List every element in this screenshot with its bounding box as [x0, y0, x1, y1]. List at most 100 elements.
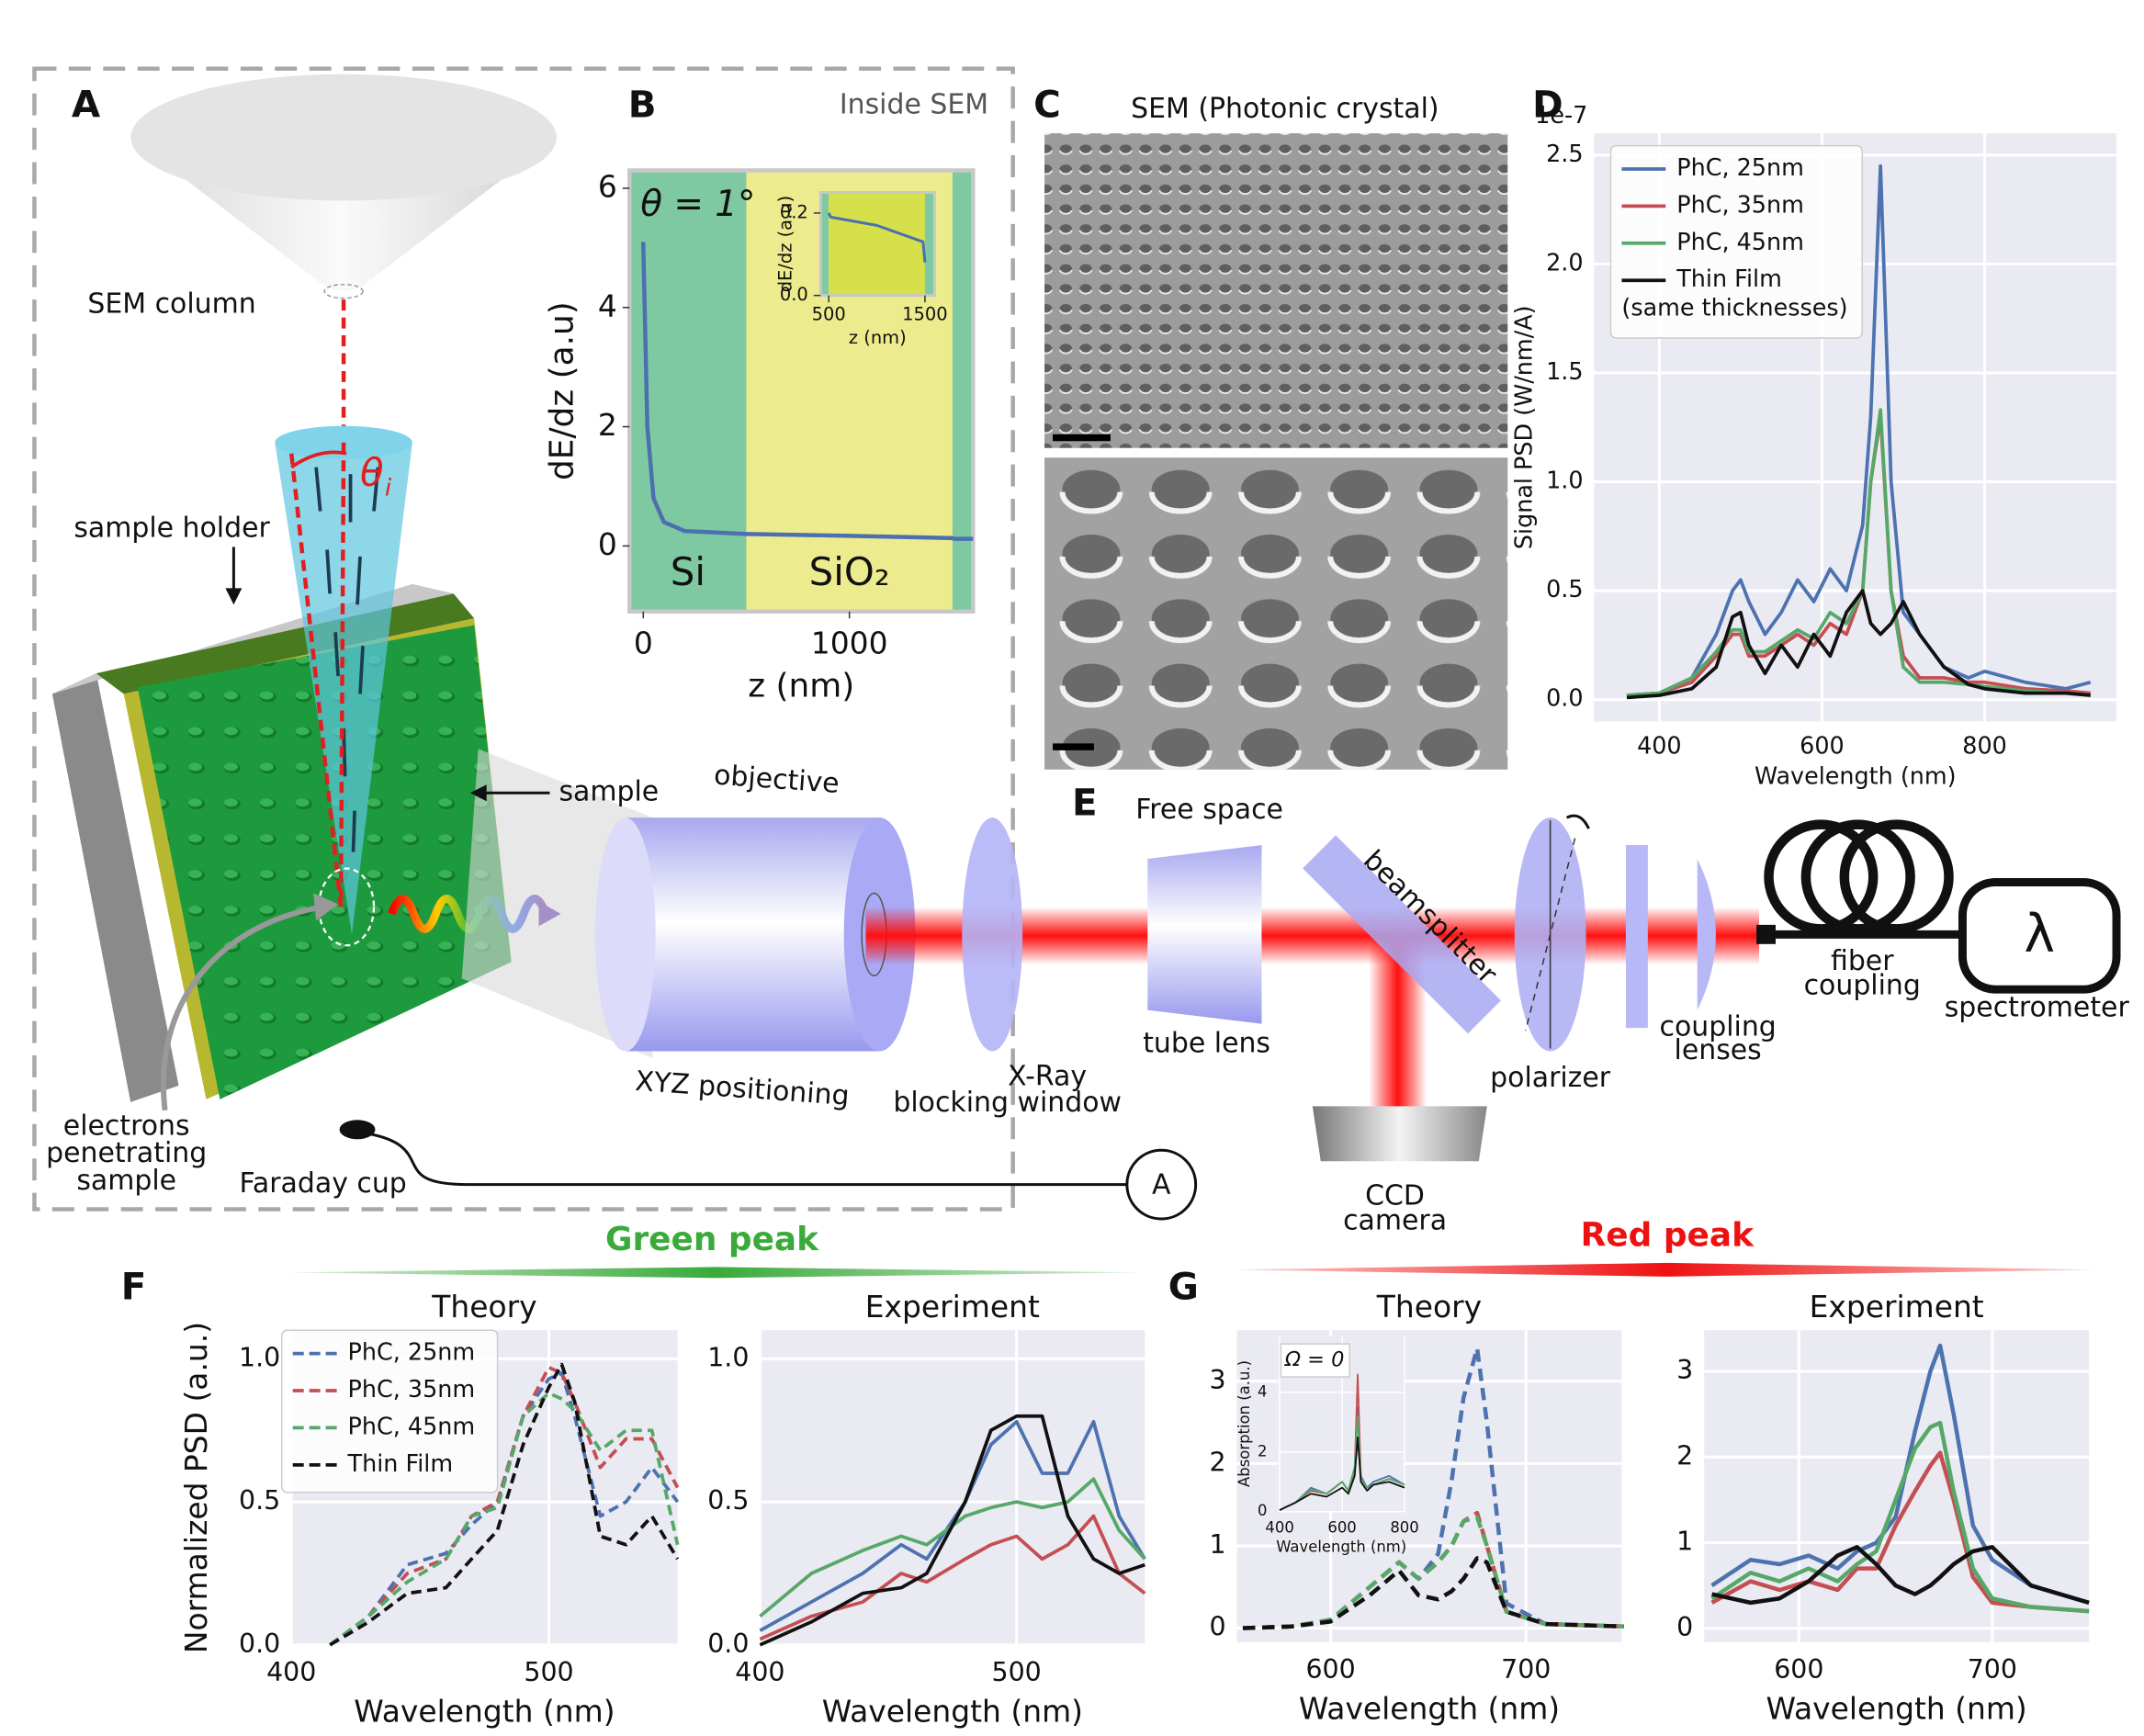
region-label: SiO₂: [809, 549, 890, 594]
sem-image-top: [1044, 133, 1508, 448]
x-tick-label: 400: [266, 1657, 316, 1687]
x-axis-label: Wavelength (nm): [822, 1693, 1083, 1729]
data-line: [329, 1391, 680, 1647]
y-tick-label: 2: [598, 407, 617, 443]
data-line: [1626, 589, 2091, 700]
x-tick-label: 1000: [811, 625, 888, 660]
label: camera: [1343, 1205, 1447, 1237]
sem-title: SEM (Photonic crystal): [1131, 93, 1439, 125]
region: [629, 170, 747, 612]
objective-body: [625, 817, 880, 1052]
tube-lens: [1147, 845, 1262, 1024]
green-peak: Green peak: [605, 1221, 819, 1258]
x-axis-label: z (nm): [849, 327, 907, 348]
data-line: [1710, 1420, 2090, 1614]
normal-line: [338, 442, 346, 907]
y-tick-label: 2.0: [1546, 248, 1583, 276]
legend-box: [1609, 144, 1863, 339]
y-tick-label: 1.0: [239, 1342, 280, 1372]
y-tick-label: 0.0: [707, 1629, 749, 1659]
y-tick-label: 0: [1676, 1612, 1693, 1642]
data-line: [827, 212, 927, 263]
holder-arrowhead: [225, 588, 243, 605]
theta-subscript: i: [385, 474, 391, 502]
y-axis-label: Signal PSD (W/nm/A): [1510, 305, 1538, 549]
label: Free space: [1135, 794, 1283, 826]
label: polarizer: [1490, 1062, 1611, 1094]
x-tick-label: 700: [1501, 1654, 1551, 1685]
plot-background: [1704, 1330, 2090, 1642]
data-line: [329, 1371, 680, 1647]
panel-label: E: [1072, 782, 1098, 825]
chart-title: Experiment: [865, 1289, 1040, 1325]
aperture: [323, 283, 364, 299]
data-line: [329, 1362, 680, 1647]
label: sample holder: [73, 512, 270, 544]
red-peak: Red peak: [1581, 1216, 1755, 1254]
y-tick-label: 0.5: [707, 1485, 749, 1516]
panel-label: A: [72, 84, 101, 127]
scale-bar: [1053, 434, 1111, 442]
x-tick-label: 400: [1265, 1518, 1293, 1536]
data-line: [1279, 1436, 1405, 1511]
x-axis-label: z (nm): [748, 668, 854, 705]
beamsplitter-shape: [1303, 835, 1501, 1034]
spot: [318, 867, 376, 947]
annotation-box: [1280, 1343, 1350, 1378]
offset-text: 1e-7: [1535, 101, 1587, 129]
y-axis-label: Absorption (a.u.): [1236, 1360, 1253, 1487]
label: fiber: [1831, 945, 1894, 977]
region-label: Si: [671, 549, 705, 594]
label: coupling: [1660, 1011, 1777, 1043]
data-line: [640, 242, 974, 541]
region: [829, 192, 925, 296]
scale-bar: [1053, 743, 1094, 750]
label: spectrometer: [1945, 992, 2130, 1024]
x-tick-label: 800: [1390, 1518, 1418, 1536]
label: penetrating: [46, 1137, 207, 1169]
y-tick-label: 3: [1676, 1355, 1693, 1385]
y-axis-label: dE/dz (a.u): [774, 196, 796, 292]
y-tick-label: 2: [1676, 1440, 1693, 1471]
holder-side: [51, 673, 179, 1102]
electron-pointer-head: [313, 893, 339, 921]
data-line: [329, 1365, 680, 1647]
red-peak-bar: [1236, 1262, 2096, 1277]
plot-background: [760, 1330, 1145, 1645]
data-line: [759, 1514, 1146, 1641]
data-line: [759, 1419, 1146, 1632]
x-tick-label: 600: [1305, 1654, 1355, 1685]
x-tick-label: 400: [1637, 731, 1682, 759]
sem-boundary: [32, 66, 1015, 1212]
xray-window: [962, 817, 1023, 1052]
legend-label: PhC, 35nm: [1676, 190, 1804, 218]
y-tick-label: 1.0: [1546, 467, 1583, 494]
label: lenses: [1675, 1034, 1762, 1066]
region: [924, 192, 935, 296]
plot-frame: [627, 168, 976, 614]
rotation-arrow: [1565, 814, 1590, 829]
y-tick-label: 3: [1209, 1365, 1225, 1395]
annotation: θ = 1°: [640, 184, 755, 225]
angle-arc: [290, 450, 347, 469]
y-tick-label: 1.5: [1546, 357, 1583, 385]
label: objective: [713, 760, 841, 800]
panel-label: B: [628, 84, 657, 127]
spectrometer-box: [1958, 877, 2121, 994]
x-tick-label: 700: [1968, 1654, 2017, 1685]
label: SEM column: [87, 288, 255, 321]
plot-frame: [818, 190, 936, 298]
y-tick-label: 0.2: [780, 201, 808, 222]
region: [820, 192, 829, 296]
sample-plate: [137, 625, 512, 1099]
legend-note: (same thicknesses): [1621, 294, 1847, 321]
region: [952, 170, 974, 612]
legend-label: PhC, 25nm: [348, 1338, 476, 1366]
y-tick-label: 0.5: [239, 1485, 280, 1516]
polarizer-dashed: [1524, 838, 1576, 1031]
data-line: [759, 1477, 1146, 1618]
y-tick-label: 2: [1258, 1442, 1267, 1460]
faraday-cup-shape: [339, 1120, 376, 1140]
legend-box: [281, 1329, 499, 1494]
